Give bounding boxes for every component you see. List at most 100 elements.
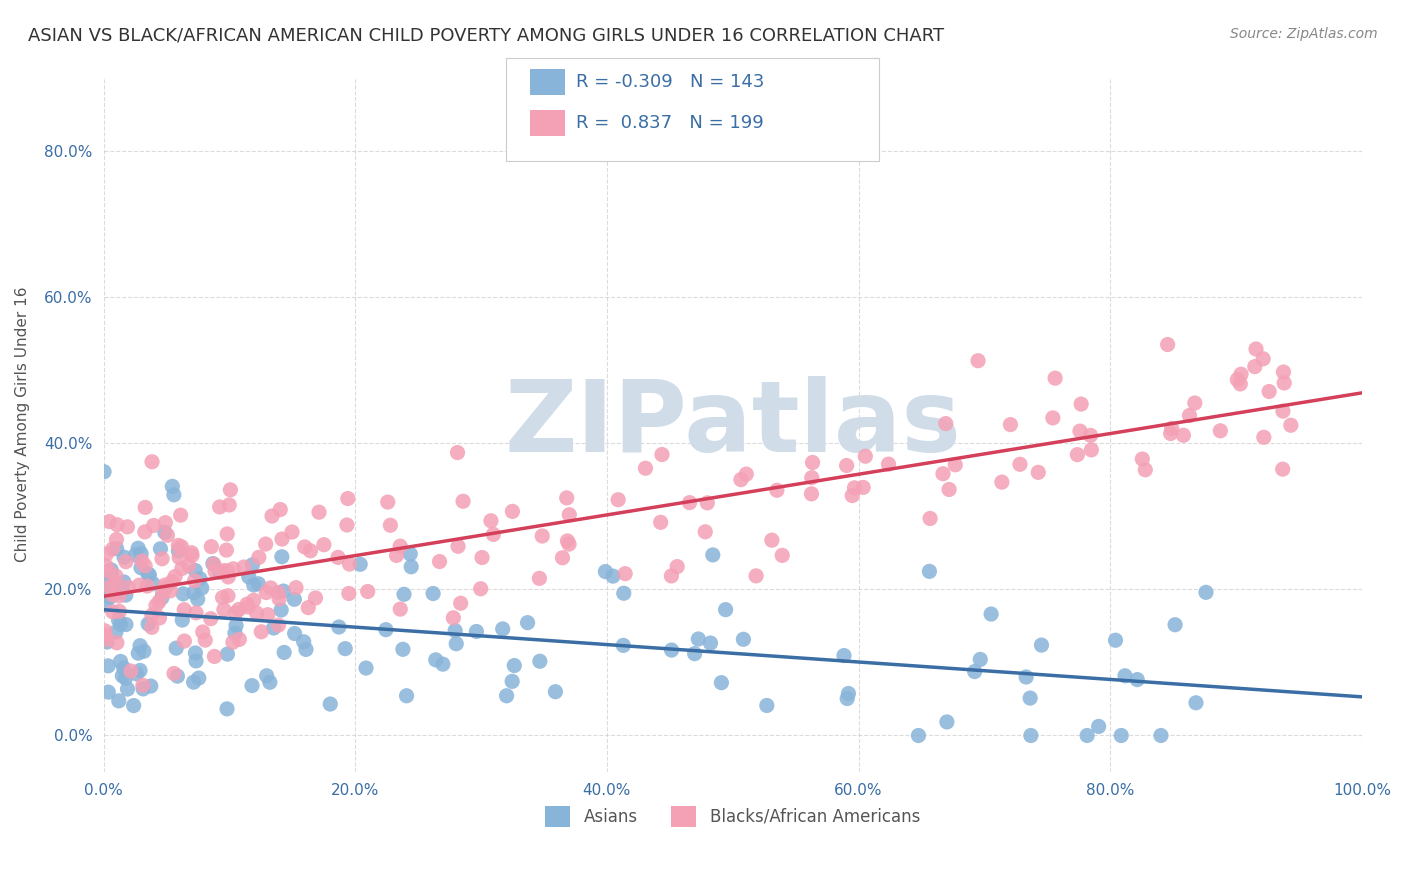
- Point: [326, 550, 349, 565]
- Point: [108, 604, 131, 618]
- Point: [299, 543, 322, 558]
- Point: [1066, 448, 1088, 462]
- Point: [1069, 424, 1091, 438]
- Point: [167, 538, 190, 552]
- Y-axis label: Child Poverty Among Girls Under 16: Child Poverty Among Girls Under 16: [15, 287, 30, 563]
- Point: [422, 586, 444, 600]
- Point: [1104, 633, 1126, 648]
- Point: [97, 685, 120, 699]
- Point: [501, 674, 523, 689]
- Point: [907, 729, 929, 743]
- Point: [678, 495, 700, 509]
- Point: [96, 632, 118, 647]
- Point: [1026, 466, 1049, 480]
- Point: [918, 565, 941, 579]
- Point: [969, 652, 991, 666]
- Point: [242, 558, 264, 572]
- Point: [336, 491, 359, 506]
- Point: [1150, 729, 1173, 743]
- Point: [131, 554, 153, 568]
- Point: [247, 576, 270, 591]
- Point: [218, 498, 240, 512]
- Point: [219, 483, 242, 497]
- Point: [148, 611, 170, 625]
- Point: [98, 574, 121, 588]
- Point: [967, 353, 990, 368]
- Point: [529, 571, 551, 585]
- Point: [1251, 351, 1274, 366]
- Point: [217, 564, 239, 578]
- Point: [101, 588, 124, 602]
- Point: [837, 691, 859, 706]
- Point: [183, 574, 205, 588]
- Point: [267, 585, 290, 599]
- Point: [1185, 696, 1208, 710]
- Point: [256, 607, 278, 622]
- Point: [245, 606, 267, 620]
- Point: [128, 578, 150, 592]
- Point: [304, 591, 326, 605]
- Point: [1031, 638, 1053, 652]
- Point: [200, 612, 222, 626]
- Point: [935, 417, 957, 431]
- Point: [385, 549, 408, 563]
- Point: [142, 518, 165, 533]
- Point: [666, 559, 689, 574]
- Point: [222, 635, 245, 649]
- Point: [696, 496, 718, 510]
- Point: [1279, 418, 1302, 433]
- Point: [103, 586, 125, 600]
- Point: [184, 564, 207, 578]
- Point: [447, 539, 470, 553]
- Point: [935, 714, 957, 729]
- Point: [159, 583, 181, 598]
- Point: [432, 657, 454, 672]
- Point: [170, 561, 193, 575]
- Point: [938, 483, 960, 497]
- Point: [991, 475, 1014, 490]
- Point: [187, 671, 209, 685]
- Point: [263, 621, 285, 635]
- Point: [98, 580, 121, 594]
- Point: [100, 568, 122, 582]
- Point: [389, 539, 412, 553]
- Point: [295, 642, 318, 657]
- Point: [150, 551, 173, 566]
- Point: [204, 649, 226, 664]
- Point: [495, 689, 517, 703]
- Point: [200, 540, 222, 554]
- Point: [98, 515, 121, 529]
- Point: [96, 547, 118, 561]
- Point: [129, 664, 152, 678]
- Point: [429, 555, 451, 569]
- Point: [853, 449, 876, 463]
- Point: [120, 664, 142, 678]
- Point: [172, 613, 194, 627]
- Point: [129, 560, 152, 574]
- Point: [132, 644, 155, 658]
- Point: [125, 667, 148, 681]
- Point: [163, 488, 186, 502]
- Point: [661, 569, 683, 583]
- Point: [1000, 417, 1022, 432]
- Point: [1271, 404, 1294, 418]
- Point: [837, 686, 859, 700]
- Point: [1080, 428, 1102, 442]
- Point: [215, 702, 238, 716]
- Point: [328, 620, 350, 634]
- Point: [142, 576, 165, 591]
- Point: [349, 558, 371, 572]
- Point: [273, 645, 295, 659]
- Point: [832, 648, 855, 663]
- Point: [105, 541, 128, 556]
- Point: [250, 624, 273, 639]
- Point: [127, 646, 149, 660]
- Point: [183, 675, 205, 690]
- Point: [482, 527, 505, 541]
- Point: [184, 646, 207, 660]
- Point: [94, 624, 117, 638]
- Point: [755, 698, 778, 713]
- Point: [138, 568, 160, 582]
- Point: [96, 635, 118, 649]
- Point: [145, 599, 167, 613]
